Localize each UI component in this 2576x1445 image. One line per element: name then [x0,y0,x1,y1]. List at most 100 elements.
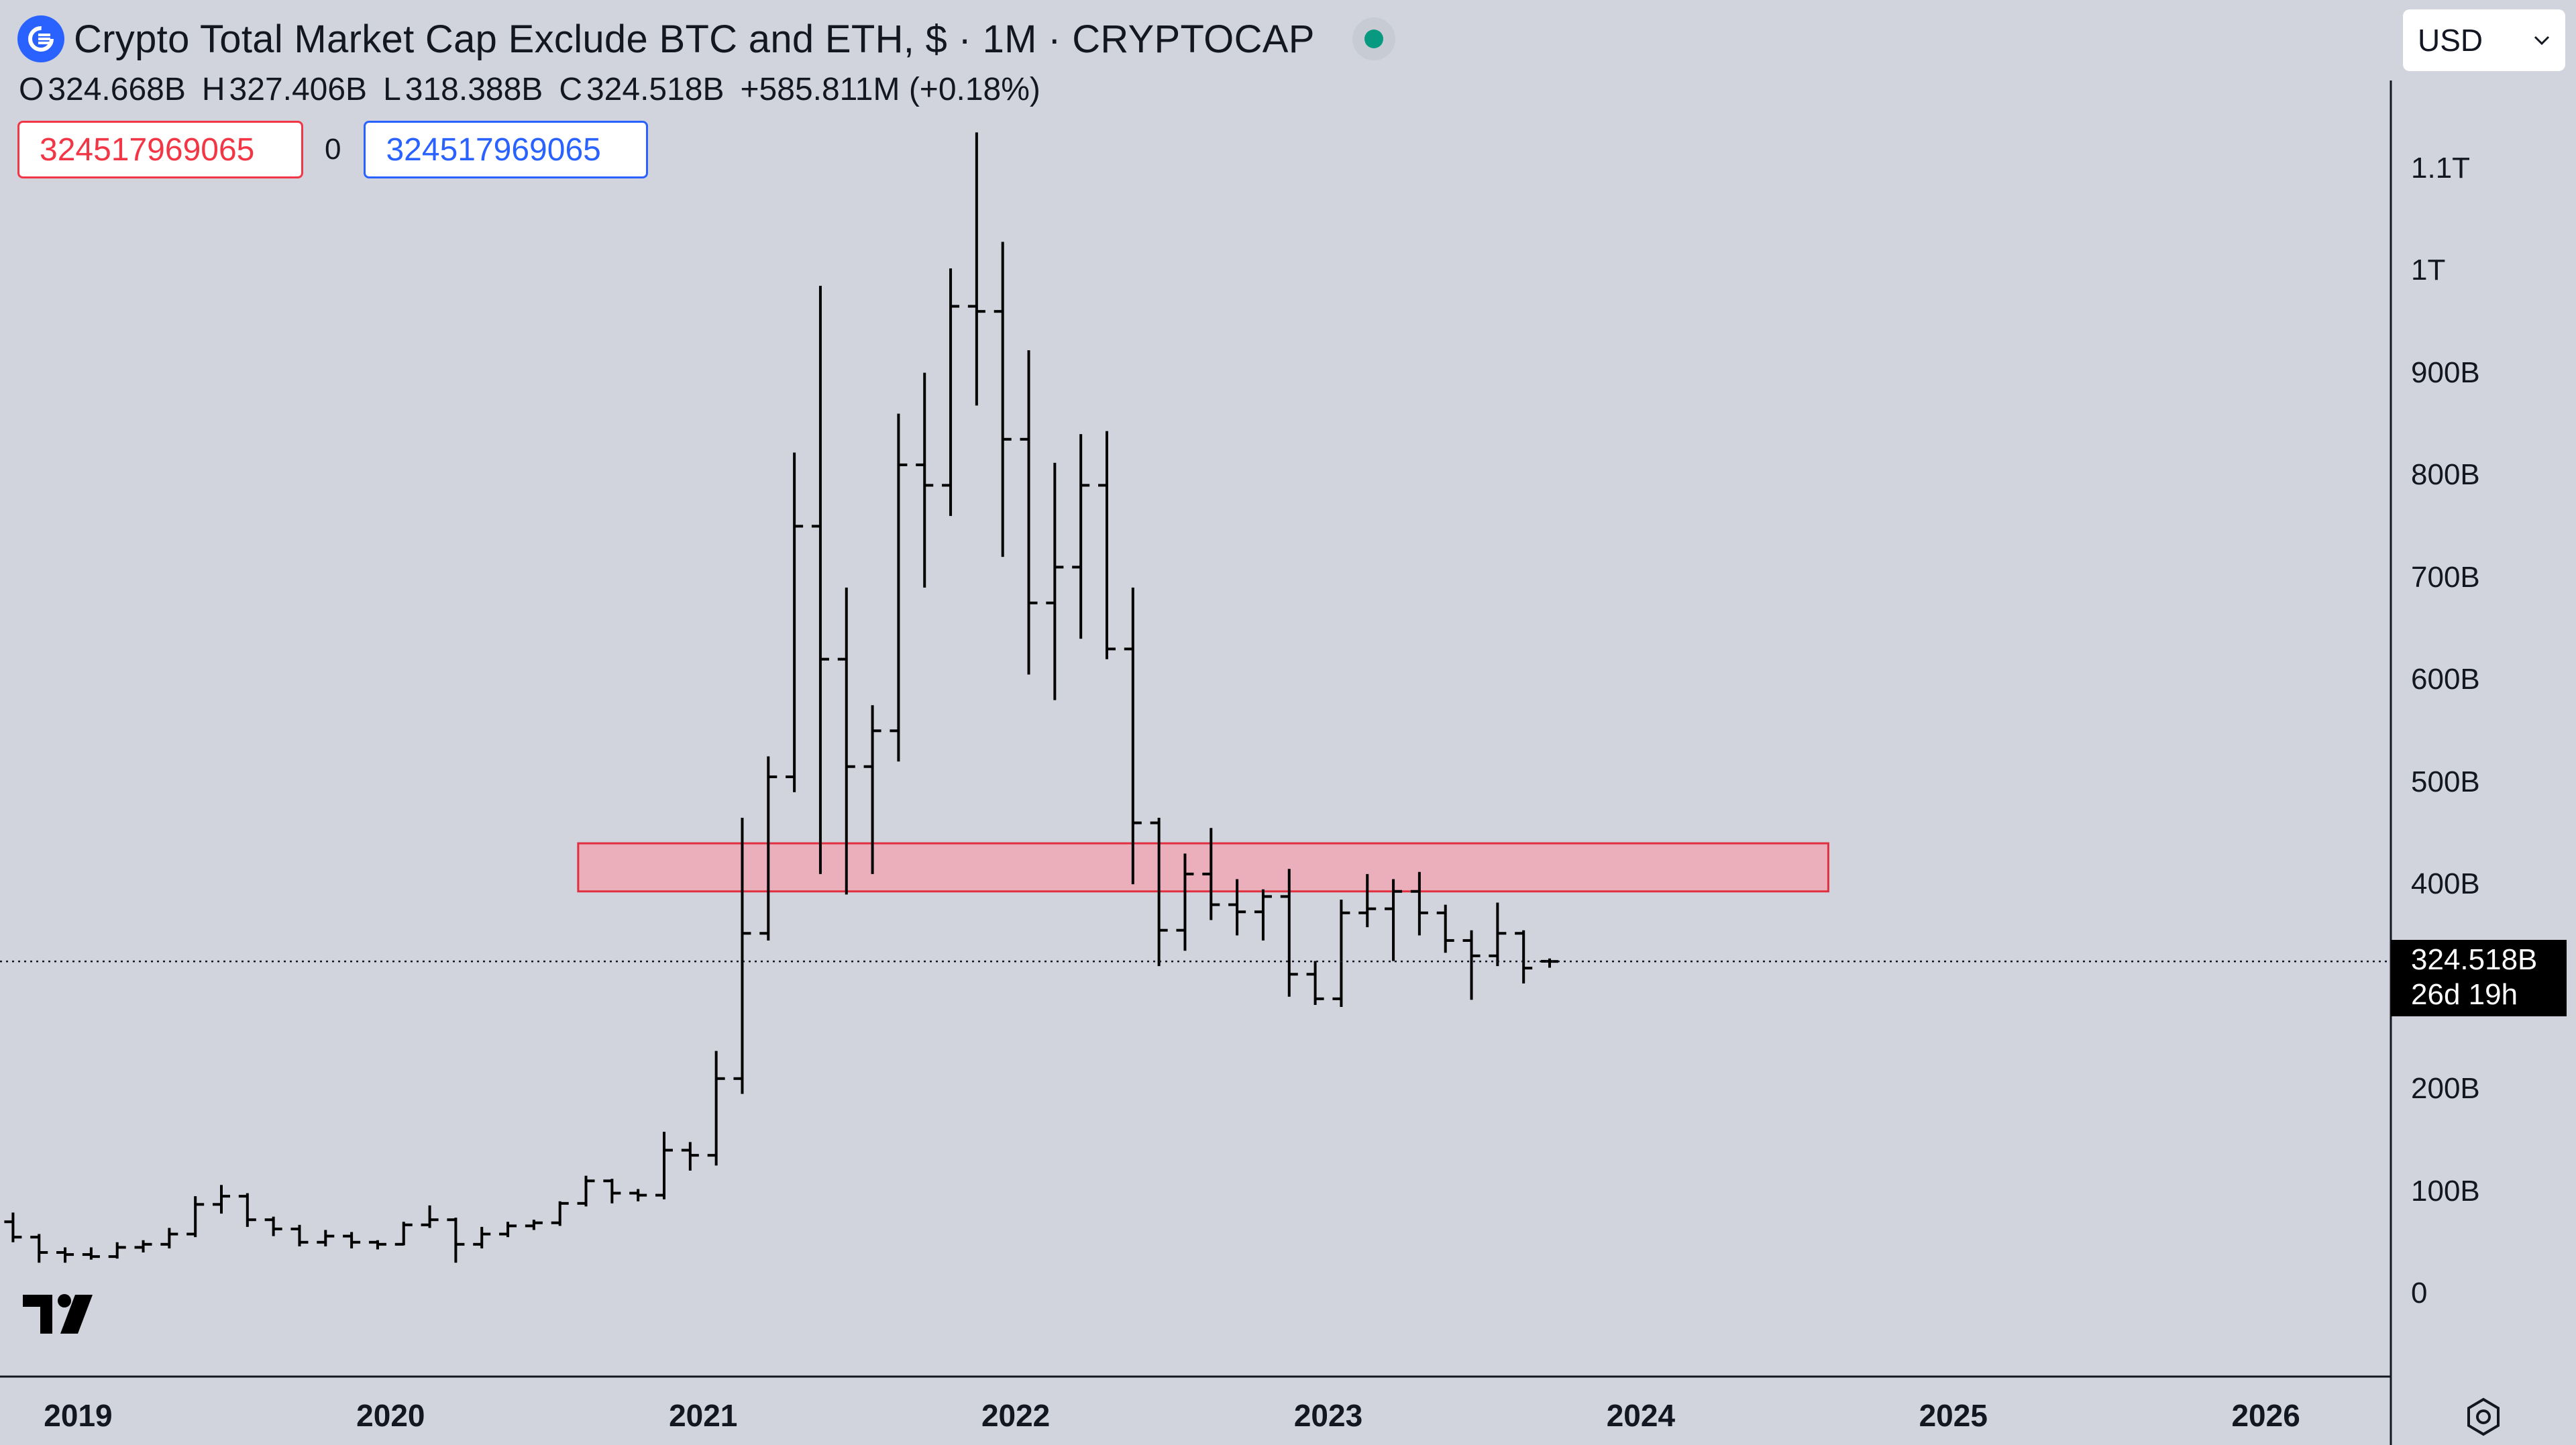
ohlc-bar [863,705,881,874]
ohlc-bar [1098,431,1116,659]
ohlc-bar [447,1218,465,1263]
ohlc-bar [160,1228,178,1248]
ohlc-bar [577,1175,595,1207]
open-label: O [19,72,44,107]
ohlc-bar [1254,889,1272,941]
ohlc-bar [759,756,777,941]
y-tick-label: 800B [2411,458,2480,492]
x-tick-label: 2025 [1919,1398,1988,1433]
ohlc-bar [1436,904,1454,953]
ohlc-bar [1020,350,1038,675]
ohlc-bar [916,372,934,588]
ohlc-bar [317,1230,335,1246]
ohlc-bar [343,1232,361,1248]
cryptocap-logo-icon [17,15,64,62]
ohlc-bar [213,1185,230,1214]
y-tick-label: 1.1T [2411,151,2471,184]
ohlc-bar [1124,587,1142,885]
ohlc-bar [551,1201,569,1226]
symbol-title[interactable]: Crypto Total Market Cap Exclude BTC and … [74,17,1315,61]
indicator-sell-box[interactable]: 324517969065 [17,121,303,178]
x-tick-label: 2026 [2231,1398,2300,1433]
ohlc-bar [1176,853,1194,951]
y-tick-label: 600B [2411,663,2480,696]
chart-header: Crypto Total Market Cap Exclude BTC and … [17,12,1395,66]
high-label: H [201,72,225,107]
x-tick-label: 2022 [981,1398,1051,1433]
y-tick-label: 500B [2411,765,2480,798]
chevron-down-icon [2534,36,2550,46]
ohlc-bar [290,1224,309,1246]
ohlc-bar [1280,869,1298,997]
ohlc-bar [56,1247,74,1263]
low-label: L [383,72,401,107]
currency-value: USD [2418,23,2483,58]
ohlc-bar [1462,930,1481,1000]
x-tick-label: 2024 [1606,1398,1676,1433]
ohlc-bar [525,1220,543,1230]
resistance-zone[interactable] [577,842,1829,893]
settings-icon[interactable] [2462,1395,2505,1442]
market-status-indicator[interactable] [1352,17,1395,60]
ohlc-bar [1046,462,1064,700]
x-tick-label: 2021 [669,1398,738,1433]
ohlc-bar [1202,828,1220,920]
ohlc-bar [1358,873,1377,928]
ohlc-bar [681,1142,699,1171]
ohlc-bars-layer [4,132,1558,1263]
ohlc-bar [733,817,751,1094]
market-open-icon [1364,30,1383,48]
ohlc-bar [707,1051,725,1166]
last-price-value: 324.518B [2411,943,2538,976]
ohlc-bar [1385,879,1403,961]
indicator-spread: 0 [325,133,341,166]
ohlc-bar [994,242,1012,557]
indicator-row: 324517969065 0 324517969065 [17,121,649,178]
y-tick-label: 400B [2411,867,2480,901]
ohlc-bar [1489,902,1507,967]
close-label: C [559,72,582,107]
ohlc-bar [134,1240,152,1253]
ohlc-bar [1332,899,1350,1008]
high-value: 327.406B [229,72,368,107]
ohlc-bar [82,1247,100,1260]
y-tick-label: 100B [2411,1174,2480,1208]
change-value: +585.811M (+0.18%) [740,72,1040,107]
y-tick-label: 1T [2411,254,2446,287]
bar-countdown: 26d 19h [2411,978,2518,1011]
indicator-buy-box[interactable]: 324517969065 [364,121,649,178]
last-price-tag: 324.518B 26d 19h [2391,940,2567,1016]
ohlc-bar [655,1132,673,1199]
y-tick-label: 700B [2411,560,2480,594]
y-tick-label: 900B [2411,356,2480,389]
ohlc-bar [368,1240,386,1250]
ohlc-bar [837,587,855,895]
resistance-zone-layer [577,842,1829,893]
ohlc-bar [890,413,908,762]
ohlc-bar [967,132,985,406]
close-value: 324.518B [586,72,724,107]
ohlc-bar [499,1222,517,1238]
x-tick-label: 2020 [356,1398,425,1433]
currency-select[interactable]: USD [2403,9,2565,71]
ohlc-bar [811,286,829,874]
ohlc-bar [1228,879,1246,936]
ohlc-bar [473,1226,491,1248]
open-value: 324.668B [48,72,186,107]
ohlc-bar [629,1189,647,1201]
ohlc-legend: O 324.668B H 327.406B L 318.388B C 324.518B … [19,71,1040,108]
ohlc-bar [238,1193,256,1227]
ohlc-bar [394,1222,413,1246]
ohlc-bar [1306,961,1324,1006]
y-tick-label: 0 [2411,1277,2428,1309]
ohlc-bar [786,452,804,792]
low-value: 318.388B [405,72,543,107]
ohlc-bar [942,268,960,517]
ohlc-bar [1515,930,1533,983]
tradingview-logo-icon[interactable] [23,1292,107,1340]
ohlc-bar [603,1179,621,1203]
x-tick-label: 2019 [44,1398,113,1433]
ohlc-bar [4,1212,22,1242]
ohlc-bar [108,1242,126,1259]
